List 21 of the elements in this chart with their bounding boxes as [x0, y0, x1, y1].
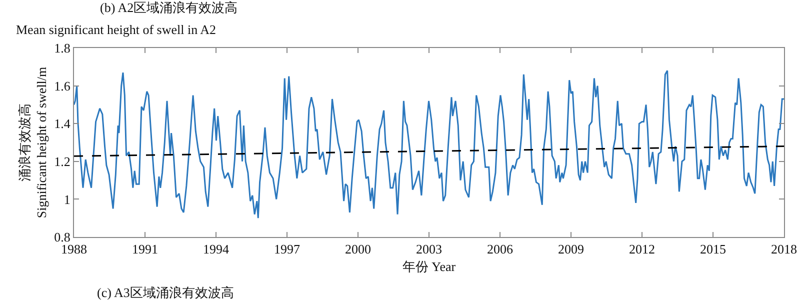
line-series	[74, 70, 784, 219]
x-tick-label: 1994	[203, 242, 230, 257]
y-tick-label: 1.8	[54, 40, 70, 56]
x-tick-label: 2009	[558, 242, 584, 257]
x-tick-label: 2018	[771, 242, 797, 257]
y-tick-label: 1.4	[54, 116, 71, 132]
x-tick-label: 2012	[629, 242, 655, 257]
y-tick-label: 1.6	[54, 78, 71, 94]
y-tick-label: 1	[64, 192, 70, 207]
x-tick-label: 1997	[274, 242, 300, 257]
text: (c) A3区域涌浪有效波高	[97, 285, 234, 300]
y-axis-title: 涌浪有效波高 Significant height of swell/m	[17, 66, 50, 218]
x-tick-label: 2006	[487, 242, 514, 257]
y-tick-label: 1.2	[54, 154, 70, 169]
x-tick-label: 2000	[345, 242, 371, 257]
x-tick-label: 2003	[416, 242, 442, 257]
x-tick-label: 1991	[132, 242, 158, 257]
x-axis-title: 年份 Year	[402, 259, 456, 274]
chart-subtitle: Mean significant height of swell in A2	[16, 22, 216, 37]
x-tick-label: 2015	[700, 242, 726, 257]
chart-title: (b) A2区域涌浪有效波高	[100, 0, 238, 16]
